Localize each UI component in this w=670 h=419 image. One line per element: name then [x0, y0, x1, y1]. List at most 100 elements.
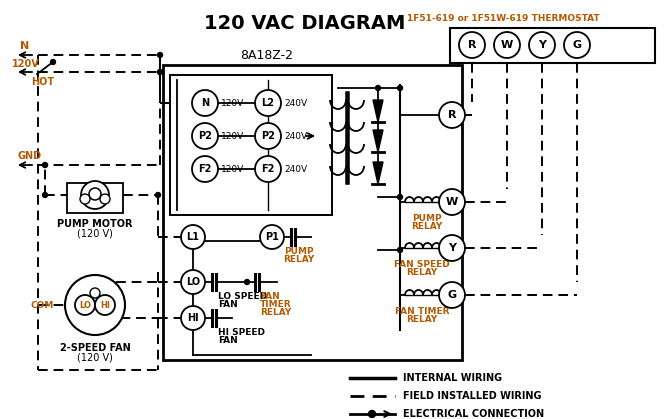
Text: FAN TIMER: FAN TIMER [395, 307, 450, 316]
Bar [67, 183, 123, 213]
Text: PUMP: PUMP [284, 247, 314, 256]
Text: G: G [572, 40, 582, 50]
Text: LO: LO [79, 300, 91, 310]
Text: 120V: 120V [12, 59, 40, 69]
Circle shape [192, 156, 218, 182]
Text: (120 V): (120 V) [77, 228, 113, 238]
Text: Y: Y [448, 243, 456, 253]
Text: 1F51-619 or 1F51W-619 THERMOSTAT: 1F51-619 or 1F51W-619 THERMOSTAT [407, 14, 599, 23]
Text: Y: Y [538, 40, 546, 50]
Text: LO SPEED: LO SPEED [218, 292, 267, 301]
Text: 2-SPEED FAN: 2-SPEED FAN [60, 343, 131, 353]
Circle shape [260, 225, 284, 249]
Text: 120V: 120V [221, 98, 245, 108]
Circle shape [192, 90, 218, 116]
Circle shape [255, 156, 281, 182]
Circle shape [439, 189, 465, 215]
Circle shape [439, 282, 465, 308]
Circle shape [157, 70, 163, 75]
Text: 120 VAC DIAGRAM: 120 VAC DIAGRAM [204, 14, 406, 33]
Text: HI: HI [187, 313, 199, 323]
Text: INTERNAL WIRING: INTERNAL WIRING [403, 373, 502, 383]
Text: HI: HI [100, 300, 110, 310]
Circle shape [90, 288, 100, 298]
Text: P2: P2 [261, 131, 275, 141]
Text: L1: L1 [186, 232, 200, 242]
Text: F2: F2 [261, 164, 275, 174]
Circle shape [65, 275, 125, 335]
Circle shape [439, 102, 465, 128]
Text: TIMER: TIMER [260, 300, 291, 309]
Text: L2: L2 [261, 98, 275, 108]
Text: RELAY: RELAY [411, 222, 443, 231]
Text: 240V: 240V [284, 165, 307, 173]
Circle shape [459, 32, 485, 58]
Circle shape [42, 163, 48, 168]
Text: FAN: FAN [260, 292, 280, 301]
Text: FAN: FAN [218, 300, 238, 309]
Circle shape [397, 248, 403, 253]
Circle shape [157, 52, 163, 57]
Text: R: R [468, 40, 476, 50]
Text: 240V: 240V [284, 132, 307, 140]
Circle shape [564, 32, 590, 58]
Text: 120V: 120V [221, 132, 245, 140]
Text: PUMP MOTOR: PUMP MOTOR [57, 219, 133, 229]
Text: FIELD INSTALLED WIRING: FIELD INSTALLED WIRING [403, 391, 541, 401]
Bar [450, 28, 655, 63]
Text: RELAY: RELAY [283, 255, 315, 264]
Text: FAN SPEED: FAN SPEED [394, 260, 450, 269]
Circle shape [397, 194, 403, 199]
Text: N: N [201, 98, 209, 108]
Text: PUMP: PUMP [412, 214, 442, 223]
Text: GND: GND [18, 151, 42, 161]
Text: RELAY: RELAY [407, 315, 438, 324]
Text: 240V: 240V [284, 98, 307, 108]
Circle shape [42, 192, 48, 197]
Text: W: W [446, 197, 458, 207]
Polygon shape [373, 130, 383, 152]
Text: HOT: HOT [31, 77, 54, 87]
Circle shape [89, 188, 101, 200]
Text: 8A18Z-2: 8A18Z-2 [240, 49, 293, 62]
Circle shape [75, 295, 95, 315]
Text: RELAY: RELAY [260, 308, 291, 317]
Text: FAN: FAN [218, 336, 238, 345]
Text: P2: P2 [198, 131, 212, 141]
Circle shape [255, 123, 281, 149]
Circle shape [100, 194, 110, 204]
Circle shape [397, 85, 403, 91]
Text: (120 V): (120 V) [77, 353, 113, 363]
Text: HI SPEED: HI SPEED [218, 328, 265, 337]
Text: G: G [448, 290, 456, 300]
Polygon shape [373, 162, 383, 184]
Text: N: N [20, 41, 29, 51]
Text: LO: LO [186, 277, 200, 287]
Circle shape [255, 90, 281, 116]
Circle shape [369, 411, 375, 417]
Circle shape [192, 123, 218, 149]
Text: COM: COM [31, 300, 54, 310]
Circle shape [245, 279, 249, 285]
Circle shape [181, 270, 205, 294]
Text: 120V: 120V [221, 165, 245, 173]
Circle shape [181, 225, 205, 249]
Circle shape [375, 85, 381, 91]
Circle shape [95, 295, 115, 315]
Text: RELAY: RELAY [407, 268, 438, 277]
Bar [170, 75, 332, 215]
Text: ELECTRICAL CONNECTION: ELECTRICAL CONNECTION [403, 409, 544, 419]
Circle shape [439, 235, 465, 261]
Text: F2: F2 [198, 164, 212, 174]
Circle shape [529, 32, 555, 58]
Bar [163, 65, 462, 360]
Text: W: W [501, 40, 513, 50]
Circle shape [494, 32, 520, 58]
Circle shape [181, 306, 205, 330]
Text: P1: P1 [265, 232, 279, 242]
Circle shape [155, 192, 161, 197]
Text: R: R [448, 110, 456, 120]
Polygon shape [373, 100, 383, 122]
Circle shape [50, 59, 56, 65]
Circle shape [80, 194, 90, 204]
